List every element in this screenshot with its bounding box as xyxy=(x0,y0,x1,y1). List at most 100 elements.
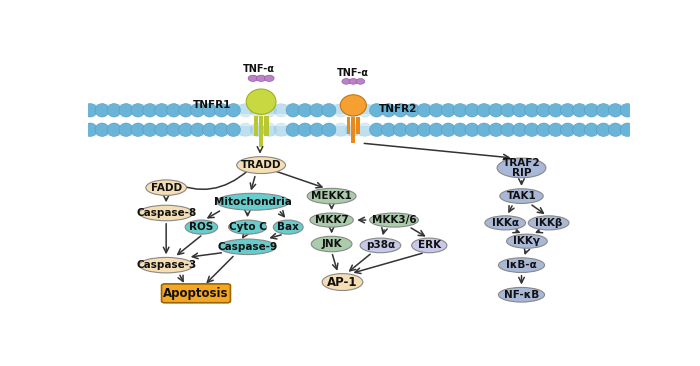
Ellipse shape xyxy=(573,123,587,137)
Ellipse shape xyxy=(202,104,216,117)
Text: TNFR1: TNFR1 xyxy=(193,100,231,111)
Ellipse shape xyxy=(178,104,192,117)
Ellipse shape xyxy=(346,104,360,117)
Ellipse shape xyxy=(322,104,336,117)
Text: Apoptosis: Apoptosis xyxy=(163,287,229,300)
Ellipse shape xyxy=(513,123,527,137)
Ellipse shape xyxy=(360,238,401,253)
Ellipse shape xyxy=(528,216,569,230)
Text: TRADD: TRADD xyxy=(241,160,281,170)
Ellipse shape xyxy=(312,236,352,252)
Ellipse shape xyxy=(485,216,526,230)
Ellipse shape xyxy=(429,104,443,117)
Bar xyxy=(351,133,355,143)
Ellipse shape xyxy=(584,123,598,137)
Ellipse shape xyxy=(498,258,545,272)
Ellipse shape xyxy=(453,104,468,117)
Text: MEKK1: MEKK1 xyxy=(312,191,352,201)
Ellipse shape xyxy=(238,104,253,117)
Ellipse shape xyxy=(453,123,468,137)
Ellipse shape xyxy=(216,193,290,210)
Ellipse shape xyxy=(497,158,546,178)
Ellipse shape xyxy=(262,104,276,117)
Bar xyxy=(253,116,258,135)
Text: Caspase-9: Caspase-9 xyxy=(218,242,278,252)
Ellipse shape xyxy=(226,104,241,117)
Ellipse shape xyxy=(549,104,563,117)
Ellipse shape xyxy=(155,123,169,137)
Text: TAK1: TAK1 xyxy=(507,191,536,201)
Ellipse shape xyxy=(214,104,228,117)
Ellipse shape xyxy=(500,189,543,203)
Ellipse shape xyxy=(119,104,133,117)
Ellipse shape xyxy=(95,123,109,137)
Text: Caspase-8: Caspase-8 xyxy=(136,208,196,218)
Ellipse shape xyxy=(146,180,186,195)
Ellipse shape xyxy=(155,104,169,117)
Ellipse shape xyxy=(286,104,300,117)
Ellipse shape xyxy=(393,104,407,117)
Text: TNF-α: TNF-α xyxy=(337,68,370,78)
Bar xyxy=(265,116,269,135)
Ellipse shape xyxy=(95,104,109,117)
Ellipse shape xyxy=(131,104,145,117)
Ellipse shape xyxy=(334,104,348,117)
Ellipse shape xyxy=(608,104,622,117)
Bar xyxy=(88,104,630,136)
Ellipse shape xyxy=(412,238,447,253)
Ellipse shape xyxy=(143,104,157,117)
Ellipse shape xyxy=(185,220,218,234)
Ellipse shape xyxy=(477,123,491,137)
FancyBboxPatch shape xyxy=(162,284,230,303)
Ellipse shape xyxy=(298,104,312,117)
Text: p38α: p38α xyxy=(366,240,395,250)
Text: MKK3/6: MKK3/6 xyxy=(372,215,416,225)
Ellipse shape xyxy=(238,123,253,137)
Ellipse shape xyxy=(340,95,366,116)
Ellipse shape xyxy=(513,104,527,117)
Ellipse shape xyxy=(370,104,384,117)
Ellipse shape xyxy=(382,104,395,117)
Bar xyxy=(351,117,355,134)
Ellipse shape xyxy=(525,104,539,117)
Ellipse shape xyxy=(274,123,288,137)
Text: FADD: FADD xyxy=(150,183,182,193)
Text: IKKβ: IKKβ xyxy=(535,218,562,228)
Ellipse shape xyxy=(429,123,443,137)
Text: Cyto C: Cyto C xyxy=(229,222,267,232)
Ellipse shape xyxy=(358,104,372,117)
Text: TNFR2: TNFR2 xyxy=(379,104,418,114)
Bar xyxy=(356,117,360,134)
Ellipse shape xyxy=(190,123,204,137)
Ellipse shape xyxy=(139,257,193,273)
Bar xyxy=(346,117,350,134)
Ellipse shape xyxy=(214,123,228,137)
Ellipse shape xyxy=(573,104,587,117)
Ellipse shape xyxy=(256,75,266,81)
Ellipse shape xyxy=(346,123,360,137)
Ellipse shape xyxy=(405,104,419,117)
Ellipse shape xyxy=(417,123,431,137)
Ellipse shape xyxy=(441,104,455,117)
Text: MKK7: MKK7 xyxy=(315,215,349,225)
Ellipse shape xyxy=(620,123,634,137)
Text: TNF-α: TNF-α xyxy=(242,64,274,74)
Ellipse shape xyxy=(393,123,407,137)
Ellipse shape xyxy=(537,104,551,117)
Ellipse shape xyxy=(310,213,354,227)
Ellipse shape xyxy=(334,123,348,137)
Ellipse shape xyxy=(228,220,267,234)
Ellipse shape xyxy=(525,123,539,137)
Ellipse shape xyxy=(167,123,181,137)
Bar xyxy=(259,116,263,135)
Text: ERK: ERK xyxy=(418,240,441,250)
Ellipse shape xyxy=(310,104,324,117)
Ellipse shape xyxy=(286,123,300,137)
Ellipse shape xyxy=(549,123,563,137)
Ellipse shape xyxy=(237,157,286,173)
Ellipse shape xyxy=(273,220,303,234)
Ellipse shape xyxy=(107,104,121,117)
Ellipse shape xyxy=(507,234,547,248)
Ellipse shape xyxy=(596,104,610,117)
Ellipse shape xyxy=(219,239,276,255)
